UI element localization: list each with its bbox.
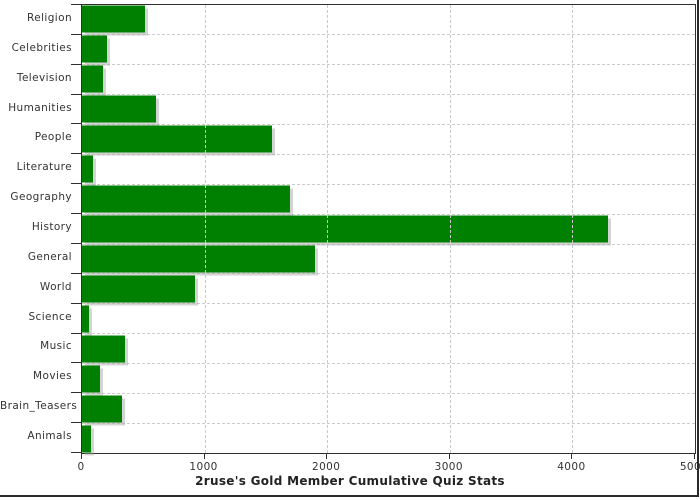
- category-label-general: General: [27, 250, 72, 263]
- gridline-3000: [449, 5, 451, 453]
- bar-movies: [82, 365, 101, 393]
- bar-world: [82, 275, 195, 303]
- y-tick: [71, 272, 81, 274]
- y-tick: [71, 392, 81, 394]
- y-tick: [71, 4, 81, 5]
- plot-area: [81, 4, 696, 454]
- gridline-4000: [572, 5, 574, 453]
- y-tick: [71, 332, 81, 334]
- bar-history: [82, 215, 608, 243]
- x-tick-5000: [694, 453, 695, 459]
- y-tick: [71, 302, 81, 304]
- x-tick-label-5000: 5000: [679, 461, 700, 473]
- x-tick-2000: [326, 453, 328, 459]
- x-tick-4000: [571, 453, 573, 459]
- bar-television: [82, 65, 104, 93]
- bar-row-literature: [82, 155, 695, 185]
- gridline-1000: [204, 5, 206, 453]
- bar-rows-container: [82, 5, 695, 453]
- y-tick: [71, 33, 81, 35]
- y-tick: [71, 213, 81, 215]
- bar-row-movies: [82, 364, 695, 395]
- bar-literature: [82, 155, 94, 183]
- category-label-religion: Religion: [27, 11, 72, 24]
- y-tick: [71, 153, 81, 155]
- y-tick: [71, 93, 81, 95]
- bar-row-celebrities: [82, 35, 695, 65]
- x-tick-label-2000: 2000: [312, 461, 341, 473]
- bar-row-general: [82, 245, 695, 275]
- bar-celebrities: [82, 35, 107, 63]
- bar-row-religion: [82, 5, 695, 35]
- bar-science: [82, 305, 90, 333]
- category-label-people: People: [34, 131, 72, 144]
- category-label-geography: Geography: [10, 191, 72, 204]
- x-tick-label-3000: 3000: [434, 461, 463, 473]
- bar-brain_teasers: [82, 395, 122, 423]
- bar-row-geography: [82, 185, 695, 215]
- x-tick-label-1000: 1000: [189, 461, 218, 473]
- bar-row-brain_teasers: [82, 394, 695, 425]
- category-label-world: World: [39, 280, 72, 293]
- bar-row-music: [82, 334, 695, 365]
- category-label-literature: Literature: [16, 161, 72, 174]
- category-label-science: Science: [28, 310, 72, 323]
- x-tick-1000: [203, 453, 205, 459]
- bar-humanities: [82, 95, 156, 123]
- bar-row-people: [82, 125, 695, 155]
- x-tick-3000: [448, 453, 450, 459]
- x-tick-label-0: 0: [77, 461, 85, 473]
- bar-animals: [82, 425, 92, 453]
- y-tick: [71, 123, 81, 125]
- category-label-music: Music: [40, 340, 72, 353]
- bar-music: [82, 335, 125, 363]
- bar-row-humanities: [82, 95, 695, 125]
- y-tick: [71, 63, 81, 65]
- bar-row-world: [82, 274, 695, 305]
- y-tick: [71, 452, 81, 453]
- bar-row-animals: [82, 424, 695, 453]
- y-tick: [71, 183, 81, 185]
- category-label-brain_teasers: Brain_Teasers: [0, 400, 78, 413]
- bar-row-science: [82, 304, 695, 335]
- category-label-humanities: Humanities: [8, 101, 72, 114]
- x-tick-0: [81, 453, 82, 459]
- y-tick: [71, 422, 81, 424]
- category-label-animals: Animals: [27, 430, 72, 443]
- bar-row-television: [82, 65, 695, 95]
- bar-general: [82, 245, 315, 273]
- category-label-celebrities: Celebrities: [11, 41, 72, 54]
- bar-row-history: [82, 215, 695, 245]
- y-tick: [71, 242, 81, 244]
- gridline-2000: [327, 5, 329, 453]
- y-tick: [71, 362, 81, 364]
- bar-people: [82, 125, 273, 153]
- category-label-history: History: [31, 221, 72, 233]
- bar-religion: [82, 5, 145, 33]
- bar-geography: [82, 185, 291, 213]
- category-label-television: Television: [16, 71, 72, 84]
- chart-title: 2ruse's Gold Member Cumulative Quiz Stat…: [195, 474, 505, 488]
- category-label-movies: Movies: [33, 370, 72, 383]
- x-tick-label-4000: 4000: [557, 461, 586, 473]
